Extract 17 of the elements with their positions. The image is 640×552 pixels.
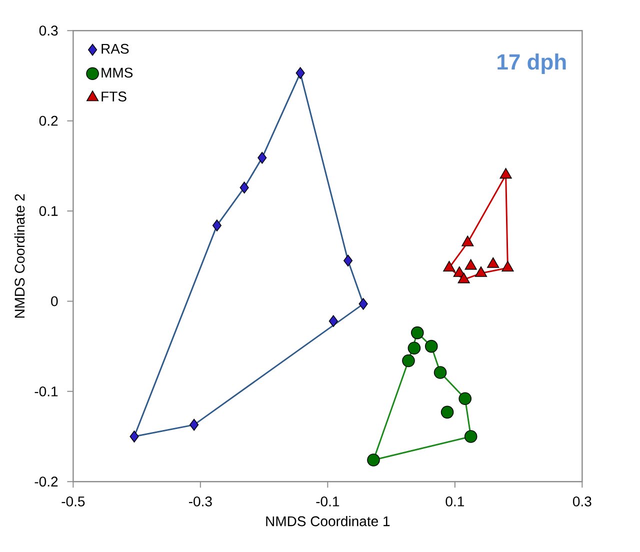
y-tick-label: 0.2	[39, 116, 58, 126]
y-tick-label: 0.1	[39, 206, 58, 216]
y-tick-label: -0.2	[34, 476, 58, 487]
legend-label: FTS	[102, 92, 126, 102]
y-tick-label: -0.1	[34, 386, 58, 396]
x-tick-label: 0.1	[446, 496, 464, 506]
x-tick-label: -0.5	[62, 496, 85, 506]
x-tick-label: -0.3	[188, 496, 212, 506]
x-axis-title: NMDS Coordinate 1	[266, 516, 390, 526]
text: 17 dph	[498, 54, 566, 74]
x-tick-label: -0.1	[316, 496, 340, 506]
legend-label: RAS	[102, 44, 129, 54]
y-tick-label: 0	[51, 296, 58, 306]
y-tick-label: 0.3	[39, 26, 58, 36]
legend-label: MMS	[102, 68, 133, 78]
x-tick-label: 0.3	[572, 496, 592, 506]
y-axis-title: NMDS Coordinate 2	[14, 194, 25, 318]
